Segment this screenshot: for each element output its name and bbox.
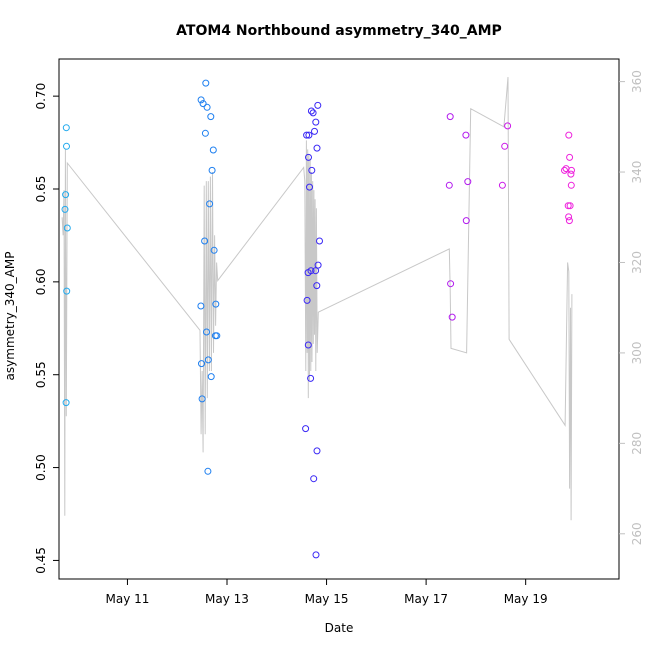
data-point (201, 237, 209, 245)
data-point (204, 467, 212, 475)
data-point (313, 447, 321, 455)
data-point (304, 341, 312, 349)
data-point (198, 360, 205, 368)
data-point (198, 395, 206, 403)
data-point (302, 425, 310, 433)
data-point (309, 109, 317, 117)
data-point (447, 280, 455, 288)
data-point (202, 79, 210, 87)
data-point (203, 103, 211, 111)
data-point (504, 122, 512, 130)
data-point (314, 101, 322, 109)
data-point (213, 332, 221, 340)
data-point (62, 124, 70, 132)
x-tick-label: May 15 (305, 592, 349, 606)
data-point (63, 142, 70, 150)
data-point (314, 261, 322, 269)
line-layer (61, 77, 573, 521)
y-tick-label: 0.60 (34, 268, 48, 295)
data-point (564, 202, 572, 210)
data-point (464, 178, 472, 186)
y2-tick-label: 280 (630, 432, 644, 455)
x-axis-label: Date (325, 621, 354, 635)
points-layer (61, 79, 575, 559)
data-point (310, 475, 318, 483)
data-point (62, 399, 70, 407)
y-tick-label: 0.45 (34, 547, 48, 574)
y-tick-label: 0.70 (34, 83, 48, 110)
data-point (565, 213, 573, 221)
data-point (204, 356, 212, 364)
data-point (312, 551, 320, 559)
y-tick-label: 0.55 (34, 361, 48, 388)
data-point (210, 246, 218, 254)
data-point (568, 166, 575, 174)
x-tick-label: May 17 (404, 592, 448, 606)
data-point (308, 166, 316, 174)
data-point (212, 300, 220, 308)
series-line (61, 77, 573, 521)
data-point (305, 153, 312, 161)
data-point (303, 131, 311, 139)
data-point (448, 313, 456, 321)
data-point (197, 96, 205, 104)
y-tick-label: 0.50 (34, 454, 48, 481)
data-point (311, 127, 318, 135)
data-point (207, 373, 215, 381)
data-point (307, 107, 315, 115)
data-point (306, 183, 313, 191)
chart-title: ATOM4 Northbound asymmetry_340_AMP (176, 23, 502, 39)
data-point (567, 181, 575, 189)
data-point (565, 131, 573, 139)
data-point (567, 170, 575, 178)
x-tick-label: May 13 (205, 592, 249, 606)
x-tick-label: May 19 (504, 592, 548, 606)
y2-tick-label: 260 (630, 522, 644, 545)
data-point (199, 100, 207, 108)
data-point (197, 302, 205, 310)
y-tick-label: 0.65 (34, 176, 48, 203)
data-point (63, 287, 71, 295)
data-point (305, 131, 313, 139)
x-tick-label: May 11 (105, 592, 149, 606)
data-point (63, 224, 71, 232)
data-point (209, 146, 217, 154)
data-point (462, 217, 470, 225)
data-point (446, 113, 454, 121)
data-point (61, 205, 69, 213)
data-point (307, 267, 315, 275)
data-point (62, 191, 70, 199)
data-point (313, 144, 321, 152)
data-point (203, 328, 210, 336)
y2-tick-label: 300 (630, 341, 644, 364)
plot-frame (58, 58, 620, 580)
data-point (566, 202, 574, 210)
data-point (462, 131, 470, 139)
data-point (316, 237, 323, 245)
axes-layer: May 11 May 13 May 15 May 17 May 19 0.45 0.50 0.… (34, 58, 644, 606)
data-point (313, 282, 321, 290)
data-point (445, 181, 453, 189)
y-axis-label: asymmetry_340_AMP (3, 252, 17, 381)
data-point (312, 118, 320, 126)
data-point (201, 129, 209, 137)
data-point (561, 166, 568, 174)
data-point (207, 113, 215, 121)
data-point (206, 200, 214, 208)
data-point (498, 181, 506, 189)
data-point (566, 153, 574, 161)
data-point (565, 217, 573, 225)
y2-tick-label: 360 (630, 70, 644, 93)
data-point (208, 166, 216, 174)
data-point (312, 267, 320, 275)
data-point (303, 296, 311, 304)
data-point (501, 142, 509, 150)
data-point (307, 374, 315, 382)
y2-tick-label: 340 (630, 161, 644, 184)
y2-tick-label: 320 (630, 251, 644, 274)
